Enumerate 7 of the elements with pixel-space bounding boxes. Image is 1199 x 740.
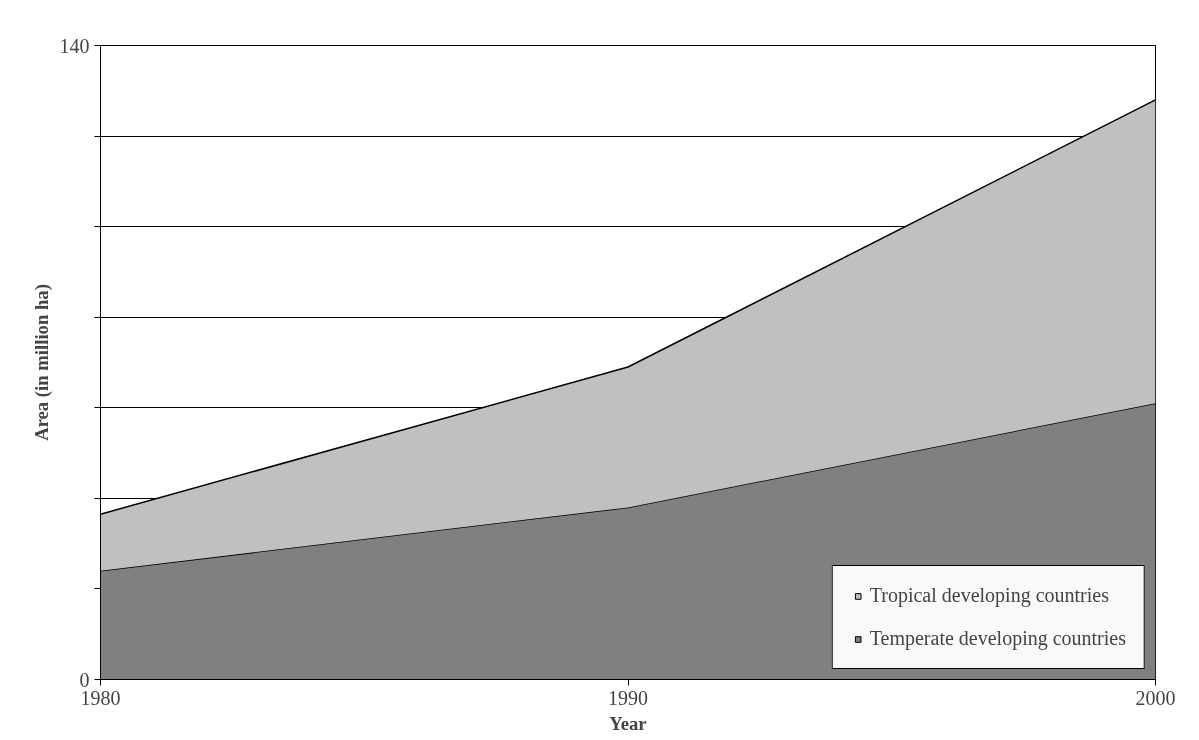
legend-label: Temperate developing countries (869, 627, 1126, 650)
y-tick-label: 140 (59, 34, 90, 57)
legend-label: Tropical developing countries (869, 584, 1109, 607)
x-axis-title: Year (609, 712, 647, 734)
x-tick-label: 2000 (1135, 686, 1176, 709)
y-axis-title: Area (in million ha) (30, 284, 53, 441)
x-tick-label: 1990 (608, 686, 648, 709)
